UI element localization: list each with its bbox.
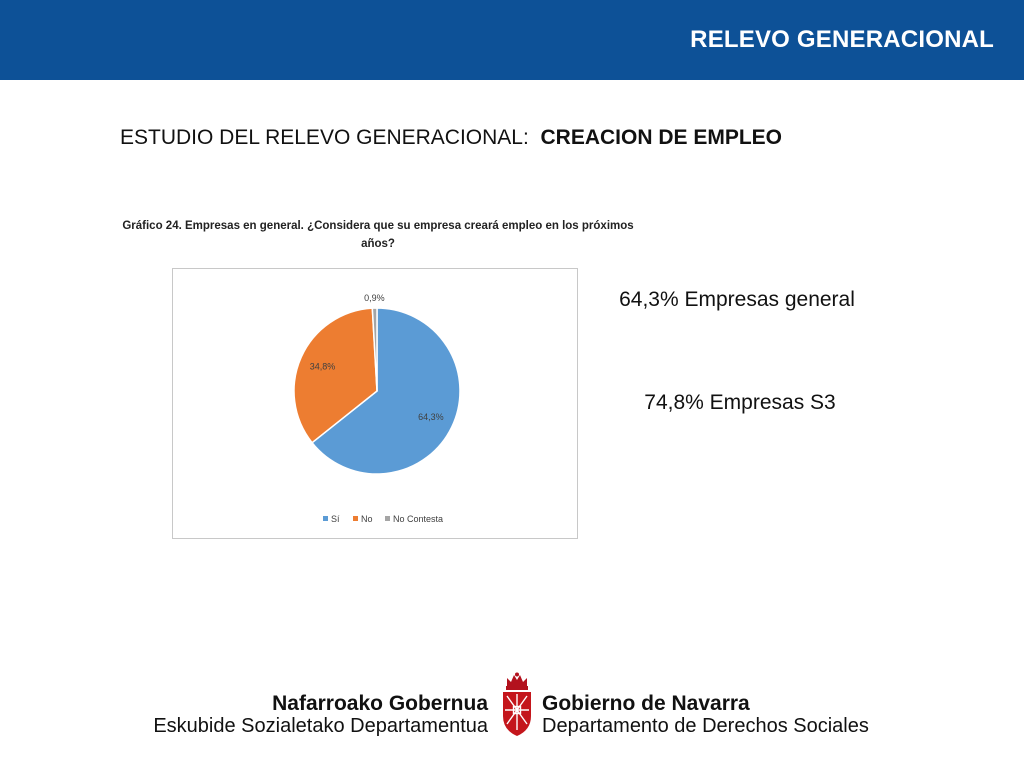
legend-swatch [353, 516, 358, 521]
logo-text-eu-line2: Eskubide Sozialetako Departamentua [153, 715, 488, 737]
navarra-seal-icon [503, 672, 531, 736]
slide-title-prefix: ESTUDIO DEL RELEVO GENERACIONAL: [120, 126, 529, 149]
logo-text-es-line1: Gobierno de Navarra [542, 692, 750, 715]
slide-title: ESTUDIO DEL RELEVO GENERACIONAL: CREACIO… [120, 126, 782, 150]
chart-caption-line2: años? [361, 238, 395, 250]
pie-slice-no-contesta [371, 307, 378, 392]
logo-text-es-line2: Departamento de Derechos Sociales [542, 715, 869, 737]
pie-data-label: 0,9% [364, 293, 385, 303]
stat-empresas-general: 64,3% Empresas general [619, 288, 855, 311]
pie-slice-si [311, 307, 461, 475]
legend-label: No [361, 514, 373, 524]
pie-data-label: 64,3% [418, 412, 444, 422]
chart-caption-line1: Gráfico 24. Empresas en general. ¿Consid… [122, 220, 634, 232]
header-bar: RELEVO GENERACIONAL [0, 0, 1024, 80]
legend-swatch [323, 516, 328, 521]
footer-logo: Nafarroako Gobernua Eskubide Sozialetako… [150, 672, 880, 744]
pie-chart: 64,3% 34,8% 0,9% Sí No No Contesta [293, 293, 461, 524]
pie-chart-frame: 64,3% 34,8% 0,9% Sí No No Contesta [172, 268, 578, 539]
slide-title-bold: CREACION DE EMPLEO [540, 126, 783, 149]
legend-label: No Contesta [393, 514, 443, 524]
chart-caption: Gráfico 24. Empresas en general. ¿Consid… [120, 217, 636, 253]
logo-text-eu-line1: Nafarroako Gobernua [272, 692, 488, 715]
header-title: RELEVO GENERACIONAL [690, 26, 994, 53]
pie-data-label: 34,8% [310, 362, 336, 372]
stat-empresas-s3: 74,8% Empresas S3 [644, 391, 836, 414]
legend-swatch [385, 516, 390, 521]
legend-label: Sí [331, 514, 340, 524]
pie-slice-no [293, 307, 378, 444]
